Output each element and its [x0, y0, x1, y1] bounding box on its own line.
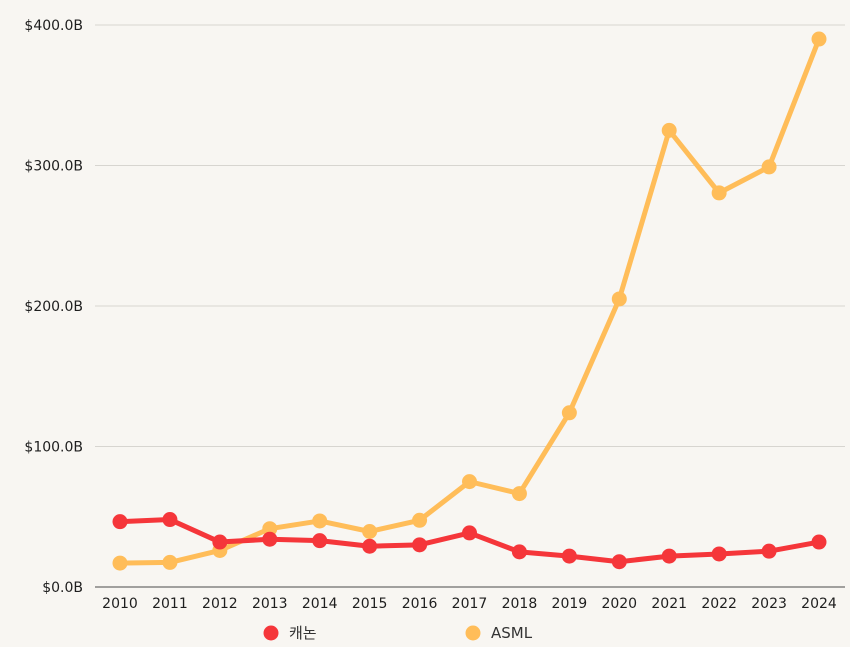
- legend-label: 캐논: [289, 624, 317, 642]
- legend-item: ASML: [465, 624, 533, 642]
- x-tick-label: 2012: [202, 596, 238, 612]
- x-tick-label: 2017: [452, 596, 488, 612]
- y-tick-label: $200.0B: [24, 299, 83, 315]
- data-point: [462, 525, 477, 541]
- x-tick-label: 2021: [651, 596, 687, 612]
- axis-layer: $0.0B $100.0B $200.0B $300.0B $400.0B 2010 201…: [24, 18, 845, 612]
- data-point: [312, 513, 328, 529]
- series-asml: [112, 31, 827, 571]
- data-point: [561, 405, 577, 421]
- x-tick-label: 2010: [102, 596, 138, 612]
- data-point: [312, 533, 328, 549]
- data-point: [611, 291, 627, 307]
- x-tick-label: 2011: [152, 596, 188, 612]
- y-tick-label: $100.0B: [24, 440, 83, 456]
- series-canon: [112, 512, 827, 570]
- legend: 캐논 ASML: [263, 624, 533, 642]
- data-point: [711, 546, 727, 562]
- data-point: [362, 538, 378, 554]
- x-tick-label: 2019: [552, 596, 588, 612]
- data-point: [212, 534, 228, 550]
- legend-marker: [263, 625, 279, 641]
- x-tick-label: 2015: [352, 596, 388, 612]
- data-point: [362, 524, 378, 540]
- y-tick-label: $0.0B: [42, 580, 83, 596]
- data-point: [661, 122, 677, 138]
- data-point: [611, 554, 627, 570]
- legend-marker: [465, 625, 481, 641]
- series-layer: [112, 31, 827, 571]
- data-point: [761, 159, 777, 175]
- data-point: [511, 544, 527, 560]
- x-tick-label: 2018: [502, 596, 538, 612]
- data-point: [661, 548, 677, 564]
- data-point: [412, 537, 428, 553]
- data-point: [561, 548, 577, 564]
- legend-label: ASML: [491, 624, 533, 642]
- data-point: [412, 512, 428, 528]
- data-point: [162, 512, 178, 528]
- data-point: [761, 543, 777, 559]
- legend-item: 캐논: [263, 624, 317, 642]
- x-tick-label: 2014: [302, 596, 338, 612]
- data-point: [262, 531, 278, 547]
- data-point: [112, 514, 128, 530]
- data-point: [462, 474, 477, 490]
- x-tick-label: 2024: [801, 596, 837, 612]
- data-point: [511, 486, 527, 502]
- grid-layer: [95, 24, 845, 447]
- data-point: [162, 554, 178, 570]
- y-tick-label: $300.0B: [24, 159, 83, 175]
- x-tick-label: 2016: [402, 596, 438, 612]
- x-tick-label: 2020: [601, 596, 637, 612]
- data-point: [262, 521, 278, 537]
- data-point: [811, 534, 827, 550]
- data-point: [811, 31, 827, 47]
- data-point: [112, 555, 128, 571]
- x-tick-label: 2023: [751, 596, 787, 612]
- data-point: [711, 185, 727, 201]
- x-tick-label: 2022: [701, 596, 737, 612]
- x-tick-label: 2013: [252, 596, 288, 612]
- y-tick-label: $400.0B: [24, 18, 83, 34]
